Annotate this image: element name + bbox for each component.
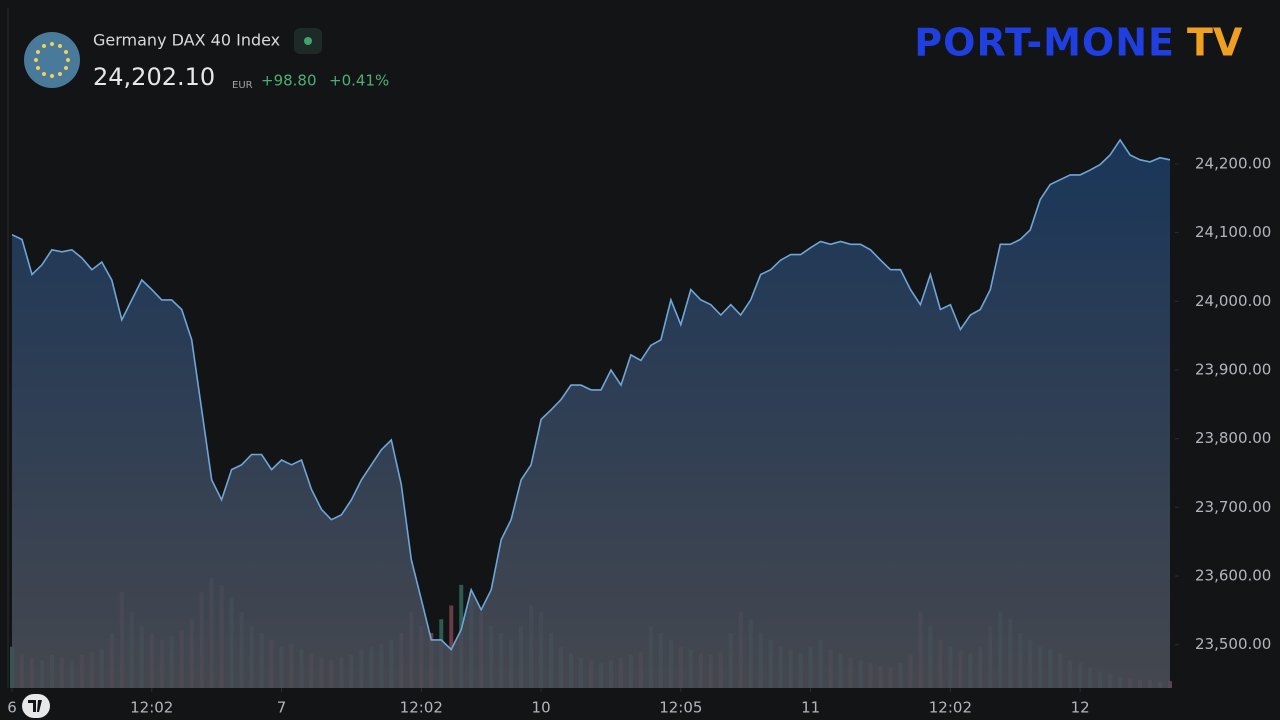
x-tick-label: 7 bbox=[277, 699, 287, 717]
instrument-title: Germany DAX 40 Index bbox=[93, 31, 280, 50]
y-tick-label: 24,100.00 bbox=[1195, 223, 1271, 241]
y-tick-label: 23,800.00 bbox=[1195, 429, 1271, 447]
x-tick-label: 12:05 bbox=[659, 699, 702, 717]
status-dot bbox=[304, 37, 312, 45]
y-tick-label: 23,700.00 bbox=[1195, 498, 1271, 516]
x-tick-label: 12:02 bbox=[130, 699, 173, 717]
price-change: +98.80 bbox=[261, 72, 317, 90]
price-change-percent: +0.41% bbox=[329, 72, 389, 90]
x-tick-label: 12 bbox=[1071, 699, 1090, 717]
currency: EUR bbox=[232, 80, 253, 91]
y-tick-label: 23,900.00 bbox=[1195, 360, 1271, 378]
y-tick-label: 24,200.00 bbox=[1195, 154, 1271, 172]
y-tick-label: 24,000.00 bbox=[1195, 292, 1271, 310]
price-line bbox=[11, 138, 1171, 651]
x-tick-label: 12:02 bbox=[400, 699, 443, 717]
brand-suffix: TV bbox=[1187, 21, 1243, 65]
x-tick-label: 6 bbox=[7, 699, 17, 717]
brand-logo: PORT-MONE bbox=[914, 21, 1175, 65]
price-area bbox=[12, 139, 1170, 688]
axes: 23,500.00 23,600.00 23,700.00 23,800.00 23,9… bbox=[7, 154, 1271, 716]
flag-icon bbox=[24, 32, 80, 88]
y-tick-label: 23,500.00 bbox=[1195, 635, 1271, 653]
price-layer bbox=[11, 138, 1171, 688]
last-price: 24,202.10 bbox=[93, 63, 215, 91]
y-tick-label: 23,600.00 bbox=[1195, 567, 1271, 585]
x-tick-label: 12:02 bbox=[929, 699, 972, 717]
x-tick-label: 10 bbox=[532, 699, 551, 717]
volume-bar bbox=[9, 646, 14, 688]
flag-stars bbox=[34, 42, 70, 78]
volume-bar bbox=[449, 605, 454, 688]
tv-logo-mark bbox=[28, 700, 42, 712]
x-tick-label: 11 bbox=[801, 699, 820, 717]
volume-bar bbox=[1168, 681, 1173, 688]
